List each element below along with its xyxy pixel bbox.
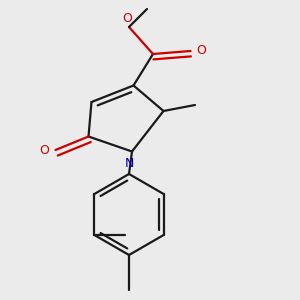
Text: O: O <box>123 12 132 25</box>
Text: O: O <box>196 44 206 57</box>
Text: O: O <box>40 143 50 157</box>
Text: N: N <box>125 157 134 170</box>
